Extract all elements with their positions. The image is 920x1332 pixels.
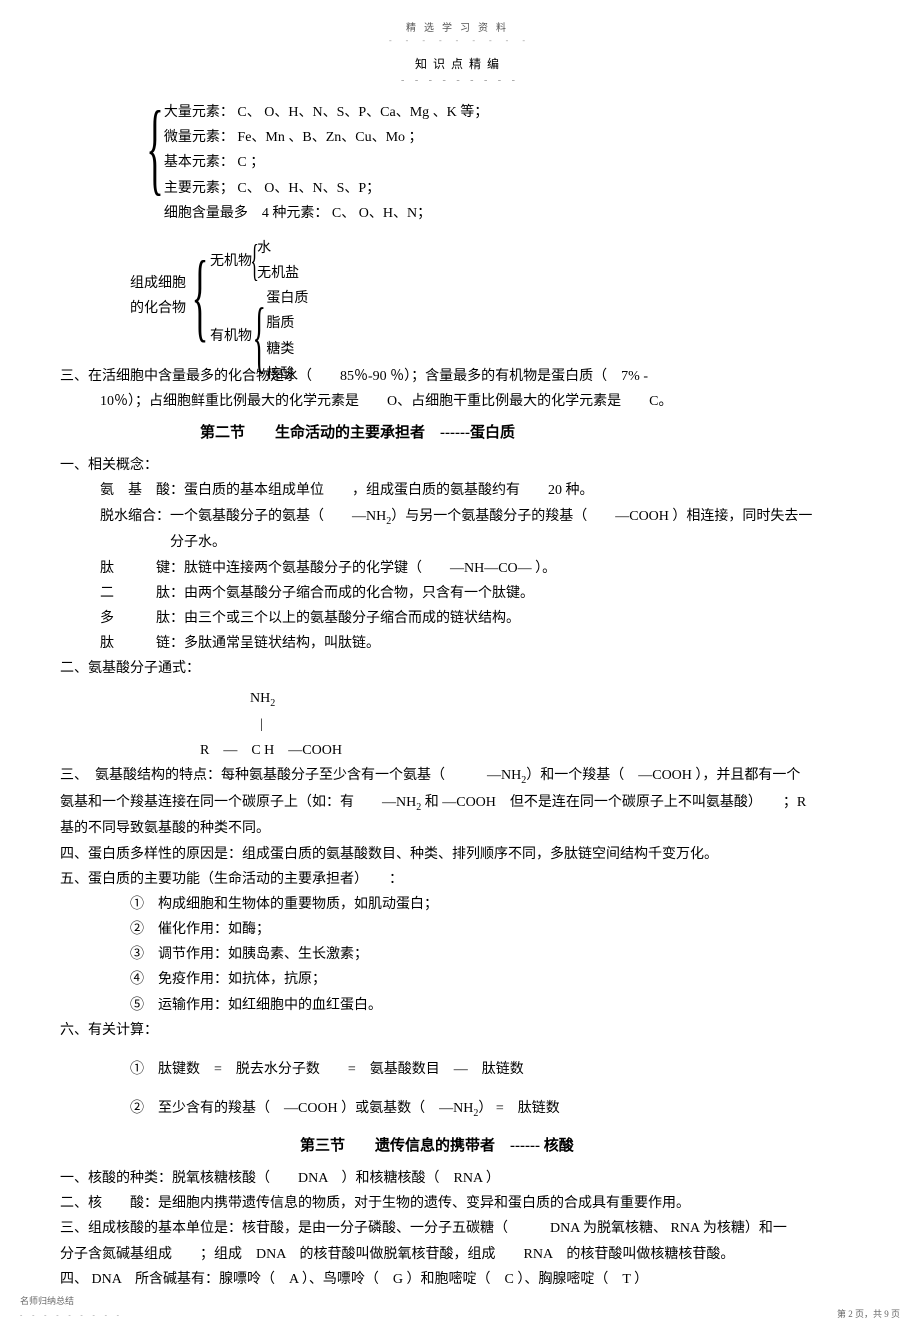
organic-label: 有机物: [210, 324, 252, 349]
section5-heading: 五、蛋白质的主要功能（生命活动的主要承担者） ：: [60, 867, 860, 892]
section-title-2: 第二节 生命活动的主要承担者 ------蛋白质: [60, 420, 860, 447]
nucleic-3: 三、组成核酸的基本单位是：核苷酸，是由一分子磷酸、一分子五碳糖（ DNA 为脱氧…: [60, 1216, 860, 1241]
section5-item: ① 构成细胞和生物体的重要物质，如肌动蛋白；: [60, 892, 860, 917]
formula-line1: NH2: [60, 686, 860, 713]
para-3-2: 10％）；占细胞鲜重比例最大的化学元素是 O、占细胞干重比例最大的化学元素是 C…: [60, 389, 860, 414]
element-row: 微量元素： Fe、Mn 、B、Zn、Cu、Mo ；: [164, 125, 488, 150]
element-row: 主要元素； C、 O、H、N、S、P；: [164, 176, 488, 201]
element-row: 大量元素： C、 O、H、N、S、P、Ca、Mg 、K 等；: [164, 100, 488, 125]
formula-line3: R — C H —COOH: [60, 738, 860, 763]
inorganic-item: 水: [257, 236, 299, 261]
para-3b-2: 氨基和一个羧基连接在同一个碳原子上（如：有 —NH2 和 —COOH 但不是连在…: [60, 790, 860, 817]
section5-item: ③ 调节作用：如胰岛素、生长激素；: [60, 942, 860, 967]
concept-dipeptide: 二 肽：由两个氨基酸分子缩合而成的化合物，只含有一个肽键。: [60, 581, 860, 606]
organic-item: 蛋白质: [266, 286, 308, 311]
section6-heading: 六、有关计算：: [60, 1018, 860, 1043]
section5-item: ⑤ 运输作用：如红细胞中的血红蛋白。: [60, 993, 860, 1018]
compound-label-1: 组成细胞: [130, 271, 186, 296]
calc-2: ② 至少含有的羧基（ —COOH ）或氨基数（ —NH2） = 肽链数: [60, 1096, 860, 1123]
formula-heading: 二、氨基酸分子通式：: [60, 656, 860, 681]
header-dash: - - - - - - - - -: [60, 72, 860, 90]
concept-polypeptide: 多 肽：由三个或三个以上的氨基酸分子缩合而成的链状结构。: [60, 606, 860, 631]
para-3b-1: 三、 氨基酸结构的特点：每种氨基酸分子至少含有一个氨基（ —NH2）和一个羧基（…: [60, 763, 860, 790]
element-row: 基本元素： C ；: [164, 150, 488, 175]
inorganic-label: 无机物: [210, 249, 252, 274]
para-4: 四、蛋白质多样性的原因是：组成蛋白质的氨基酸数目、种类、排列顺序不同，多肽链空间…: [60, 842, 860, 867]
nucleic-1: 一、核酸的种类：脱氧核糖核酸（ DNA ）和核糖核酸（ RNA ）: [60, 1166, 860, 1191]
left-brace-icon: {: [192, 251, 209, 341]
organic-item: 脂质: [266, 311, 308, 336]
compound-label-2: 的化合物: [130, 296, 186, 321]
nucleic-2: 二、核 酸：是细胞内携带遗传信息的物质，对于生物的遗传、变异和蛋白质的合成具有重…: [60, 1191, 860, 1216]
concepts-heading: 一、相关概念：: [60, 453, 860, 478]
compound-brace-block: 组成细胞 的化合物 { 无机物 { 水 无机盐 有机物 { 蛋白质 脂质 糖类 …: [130, 236, 860, 356]
left-brace-icon: {: [146, 100, 163, 226]
footer-left: 名师归纳总结 - - - - - - - - -: [20, 1293, 123, 1322]
concept-peptide-chain: 肽 链：多肽通常呈链状结构，叫肽链。: [60, 631, 860, 656]
concept-amino: 氨 基 酸：蛋白质的基本组成单位 ，组成蛋白质的氨基酸约有 20 种。: [60, 478, 860, 503]
inorganic-item: 无机盐: [257, 261, 299, 286]
nucleic-5: 四、 DNA 所含碱基有：腺嘌呤（ A ）、鸟嘌呤（ G ）和胞嘧啶（ C ）、…: [60, 1267, 860, 1292]
left-brace-icon: {: [252, 301, 265, 373]
para-3-1: 三、在活细胞中含量最多的化合物是水（ 85％-90 ％）；含量最多的有机物是蛋白…: [60, 364, 860, 389]
elements-brace-block: { 大量元素： C、 O、H、N、S、P、Ca、Mg 、K 等； 微量元素： F…: [130, 100, 860, 226]
calc-1: ① 肽键数 = 脱去水分子数 = 氨基酸数目 — 肽链数: [60, 1057, 860, 1082]
concept-dehydration-2: 分子水。: [60, 530, 860, 555]
concept-dehydration: 脱水缩合：一个氨基酸分子的氨基（ —NH2）与另一个氨基酸分子的羧基（ —COO…: [60, 504, 860, 531]
section-title-3: 第三节 遗传信息的携带者 ------ 核酸: [60, 1133, 860, 1160]
footer-right: 第 2 页，共 9 页: [837, 1306, 900, 1322]
left-brace-icon: {: [250, 241, 258, 281]
element-row: 细胞含量最多 4 种元素： C、 O、H、N；: [164, 201, 488, 226]
formula-line2: |: [60, 712, 860, 737]
para-3b-3: 基的不同导致氨基酸的种类不同。: [60, 816, 860, 841]
section5-item: ④ 免疫作用：如抗体，抗原；: [60, 967, 860, 992]
header-dots: - - - - - - - - -: [60, 34, 860, 48]
organic-item: 糖类: [266, 337, 308, 362]
section5-item: ② 催化作用：如酶；: [60, 917, 860, 942]
nucleic-4: 分子含氮碱基组成 ；组成 DNA 的核苷酸叫做脱氧核苷酸，组成 RNA 的核苷酸…: [60, 1242, 860, 1267]
concept-peptide-bond: 肽 键：肽链中连接两个氨基酸分子的化学键（ —NH—CO— ）。: [60, 556, 860, 581]
